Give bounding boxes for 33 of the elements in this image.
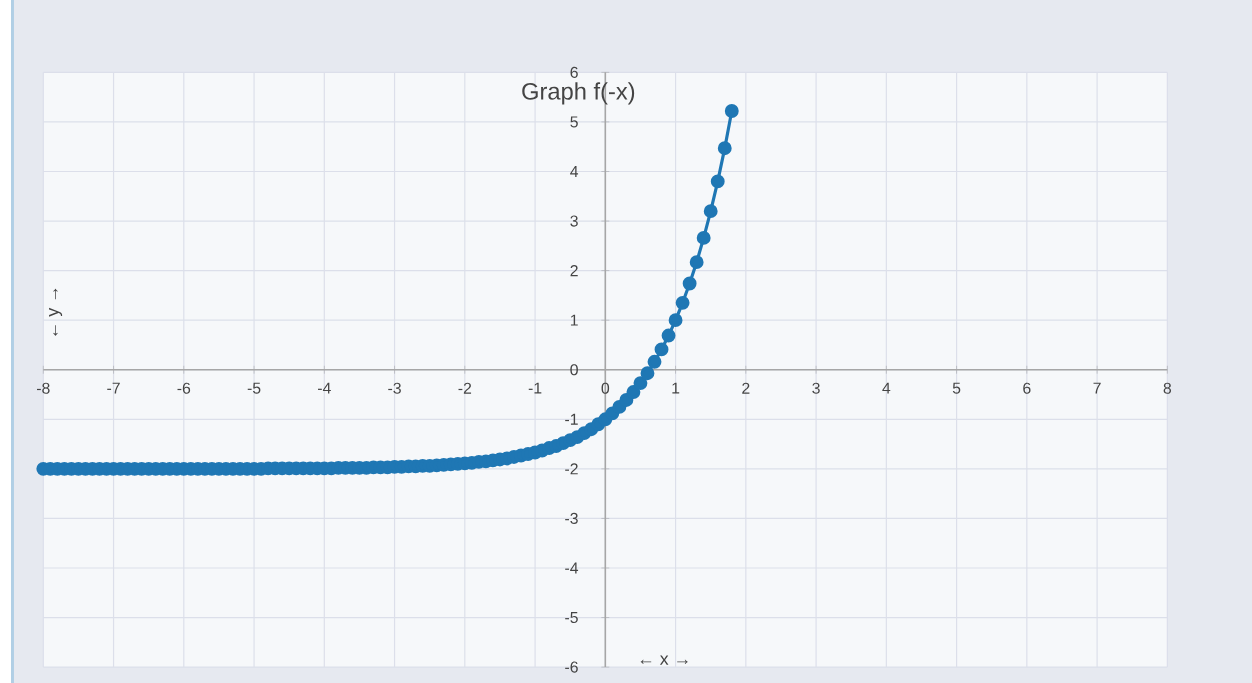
x-tick-label: 1 (672, 382, 680, 394)
x-tick-label: 4 (882, 382, 891, 394)
y-tick-label: -1 (565, 413, 578, 425)
y-tick-label: -6 (565, 661, 578, 673)
y-tick-label: 1 (570, 314, 578, 326)
y-tick-label: -2 (565, 463, 578, 475)
x-tick-label: 6 (1023, 382, 1031, 394)
x-tick-label: 2 (742, 382, 750, 394)
y-tick-label: 4 (570, 166, 579, 177)
x-tick-label: 0 (601, 382, 610, 394)
x-tick-label: -5 (247, 382, 261, 394)
x-tick-label: -6 (177, 382, 191, 394)
y-tick-label: -5 (565, 612, 578, 624)
y-tick-label: 5 (570, 116, 578, 128)
y-tick-label: 3 (570, 215, 578, 227)
y-tick-label: 6 (570, 66, 578, 78)
x-tick-label: -3 (388, 382, 401, 394)
x-axis-title: ← x → (640, 655, 688, 665)
x-tick-label: -8 (36, 382, 50, 394)
x-tick-label: 8 (1163, 382, 1172, 394)
x-tick-label: -1 (528, 382, 542, 394)
y-tick-label: -3 (565, 512, 578, 525)
y-axis-title: ← y → (49, 288, 63, 336)
chart-title: Graph f(-x) (522, 82, 635, 105)
y-tick-label: 2 (570, 265, 578, 277)
y-tick-label: -4 (565, 562, 579, 574)
x-tick-label: 7 (1093, 382, 1101, 394)
x-tick-label: -4 (318, 382, 331, 394)
y-tick-label: 0 (570, 364, 578, 376)
x-tick-label: -7 (107, 382, 120, 394)
x-tick-label: 3 (812, 382, 820, 394)
x-tick-label: -2 (458, 382, 472, 394)
x-tick-label: 5 (952, 382, 961, 394)
